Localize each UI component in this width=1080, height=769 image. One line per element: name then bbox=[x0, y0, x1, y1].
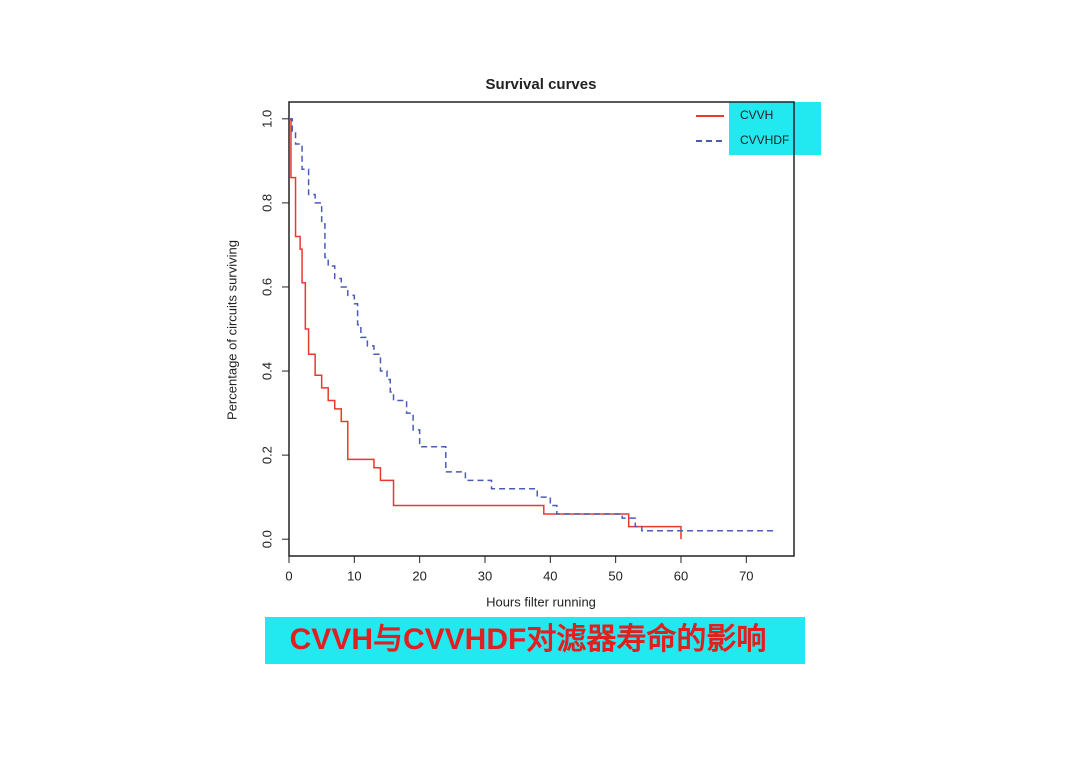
legend-sample-area bbox=[686, 102, 729, 155]
y-tick-label: 0.4 bbox=[259, 362, 274, 380]
legend-label: CVVH bbox=[740, 108, 773, 122]
x-tick-label: 30 bbox=[478, 568, 492, 583]
chart-title: Survival curves bbox=[486, 76, 597, 93]
survival-curve bbox=[289, 118, 682, 540]
survival-curve bbox=[289, 118, 776, 532]
x-tick-label: 40 bbox=[543, 568, 557, 583]
y-tick-label: 0.6 bbox=[259, 278, 274, 296]
caption-background bbox=[265, 617, 805, 664]
x-tick-label: 50 bbox=[608, 568, 622, 583]
legend-label: CVVHDF bbox=[740, 133, 789, 147]
x-tick-label: 0 bbox=[285, 568, 292, 583]
y-axis-label: Percentage of circuits surviving bbox=[224, 240, 239, 420]
y-tick-label: 0.0 bbox=[259, 530, 274, 548]
y-tick-label: 1.0 bbox=[259, 110, 274, 128]
y-tick-label: 0.2 bbox=[259, 446, 274, 464]
x-axis-label: Hours filter running bbox=[486, 594, 596, 609]
x-tick-label: 60 bbox=[674, 568, 688, 583]
x-tick-label: 20 bbox=[412, 568, 426, 583]
plot-frame bbox=[288, 101, 795, 557]
y-tick-label: 0.8 bbox=[259, 194, 274, 212]
x-tick-label: 70 bbox=[739, 568, 753, 583]
caption: CVVH与CVVHDF对滤器寿命的影响 bbox=[290, 622, 767, 656]
x-tick-label: 10 bbox=[347, 568, 361, 583]
